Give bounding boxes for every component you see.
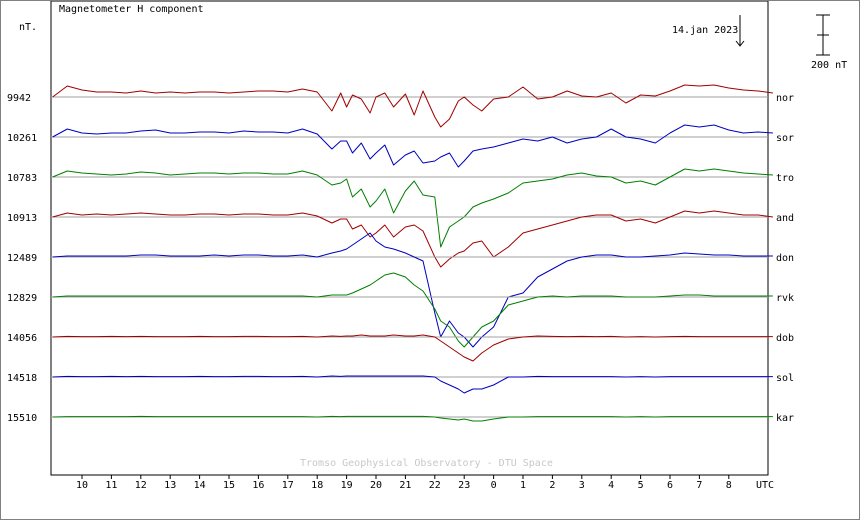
x-tick-label: 21 bbox=[399, 480, 411, 491]
station-label-and: and bbox=[776, 213, 794, 224]
series-line-tro bbox=[52, 168, 773, 248]
station-label-sor: sor bbox=[776, 133, 794, 144]
baseline-value-don: 12489 bbox=[7, 253, 37, 264]
x-tick-label: 4 bbox=[608, 480, 614, 491]
baseline-value-and: 10913 bbox=[7, 213, 37, 224]
chart-title: Magnetometer H component bbox=[59, 4, 204, 15]
credit-text: Tromso Geophysical Observatory - DTU Spa… bbox=[300, 458, 553, 469]
baseline-value-rvk: 12829 bbox=[7, 293, 37, 304]
station-label-kar: kar bbox=[776, 413, 794, 424]
series-don: 12489 don bbox=[7, 232, 794, 348]
x-tick-label: 1 bbox=[520, 480, 526, 491]
series-line-dob bbox=[52, 334, 773, 362]
baseline-value-tro: 10783 bbox=[7, 173, 37, 184]
series-tro: 10783 tro bbox=[7, 168, 794, 248]
series-nor: 9942 nor bbox=[7, 84, 794, 128]
x-tick-label: 8 bbox=[726, 480, 732, 491]
baseline-value-kar: 15510 bbox=[7, 413, 37, 424]
x-tick-label: 20 bbox=[370, 480, 382, 491]
series-line-and bbox=[52, 210, 773, 268]
station-label-dob: dob bbox=[776, 333, 794, 344]
series-sor: 10261 sor bbox=[7, 124, 794, 168]
series-dob: 14056 dob bbox=[7, 333, 794, 362]
x-tick-label: 7 bbox=[696, 480, 702, 491]
series-line-sor bbox=[52, 124, 773, 168]
x-tick-label: 5 bbox=[638, 480, 644, 491]
x-tick-label: 16 bbox=[252, 480, 264, 491]
y-unit-label: nT. bbox=[19, 22, 37, 33]
date-label: 14.jan 2023 bbox=[672, 25, 738, 36]
x-tick-label: 15 bbox=[223, 480, 235, 491]
x-unit-label: UTC bbox=[756, 480, 774, 491]
x-tick-label: 6 bbox=[667, 480, 673, 491]
series-rvk: 12829 rvk bbox=[7, 272, 794, 348]
x-tick-label: 11 bbox=[105, 480, 117, 491]
x-tick-label: 22 bbox=[429, 480, 441, 491]
station-label-rvk: rvk bbox=[776, 293, 794, 304]
x-tick-label: 2 bbox=[549, 480, 555, 491]
baseline-value-sol: 14518 bbox=[7, 373, 37, 384]
scale-label: 200 nT bbox=[811, 60, 847, 71]
series-and: 10913 and bbox=[7, 210, 794, 268]
series-line-sol bbox=[52, 375, 773, 394]
x-tick-label: 13 bbox=[164, 480, 176, 491]
x-tick-label: 10 bbox=[76, 480, 88, 491]
x-tick-label: 19 bbox=[341, 480, 353, 491]
x-tick-label: 12 bbox=[135, 480, 147, 491]
scale-bar bbox=[816, 14, 830, 56]
series-line-rvk bbox=[52, 272, 773, 348]
x-tick-label: 17 bbox=[282, 480, 294, 491]
station-label-nor: nor bbox=[776, 93, 794, 104]
baseline-value-nor: 9942 bbox=[7, 93, 31, 104]
x-tick-label: 0 bbox=[491, 480, 497, 491]
x-tick-label: 14 bbox=[194, 480, 206, 491]
x-tick-label: 18 bbox=[311, 480, 323, 491]
series-line-kar bbox=[52, 415, 773, 422]
series-kar: 15510 kar bbox=[7, 413, 794, 424]
x-tick-label: 23 bbox=[458, 480, 470, 491]
baseline-value-sor: 10261 bbox=[7, 133, 37, 144]
baseline-value-dob: 14056 bbox=[7, 333, 37, 344]
date-arrow-icon bbox=[735, 15, 745, 47]
station-label-tro: tro bbox=[776, 173, 794, 184]
station-label-don: don bbox=[776, 253, 794, 264]
station-label-sol: sol bbox=[776, 373, 794, 384]
plot-area bbox=[50, 1, 769, 476]
series-line-nor bbox=[52, 84, 773, 128]
series-line-don bbox=[52, 232, 773, 348]
series-sol: 14518 sol bbox=[7, 373, 794, 394]
x-tick-label: 3 bbox=[579, 480, 585, 491]
